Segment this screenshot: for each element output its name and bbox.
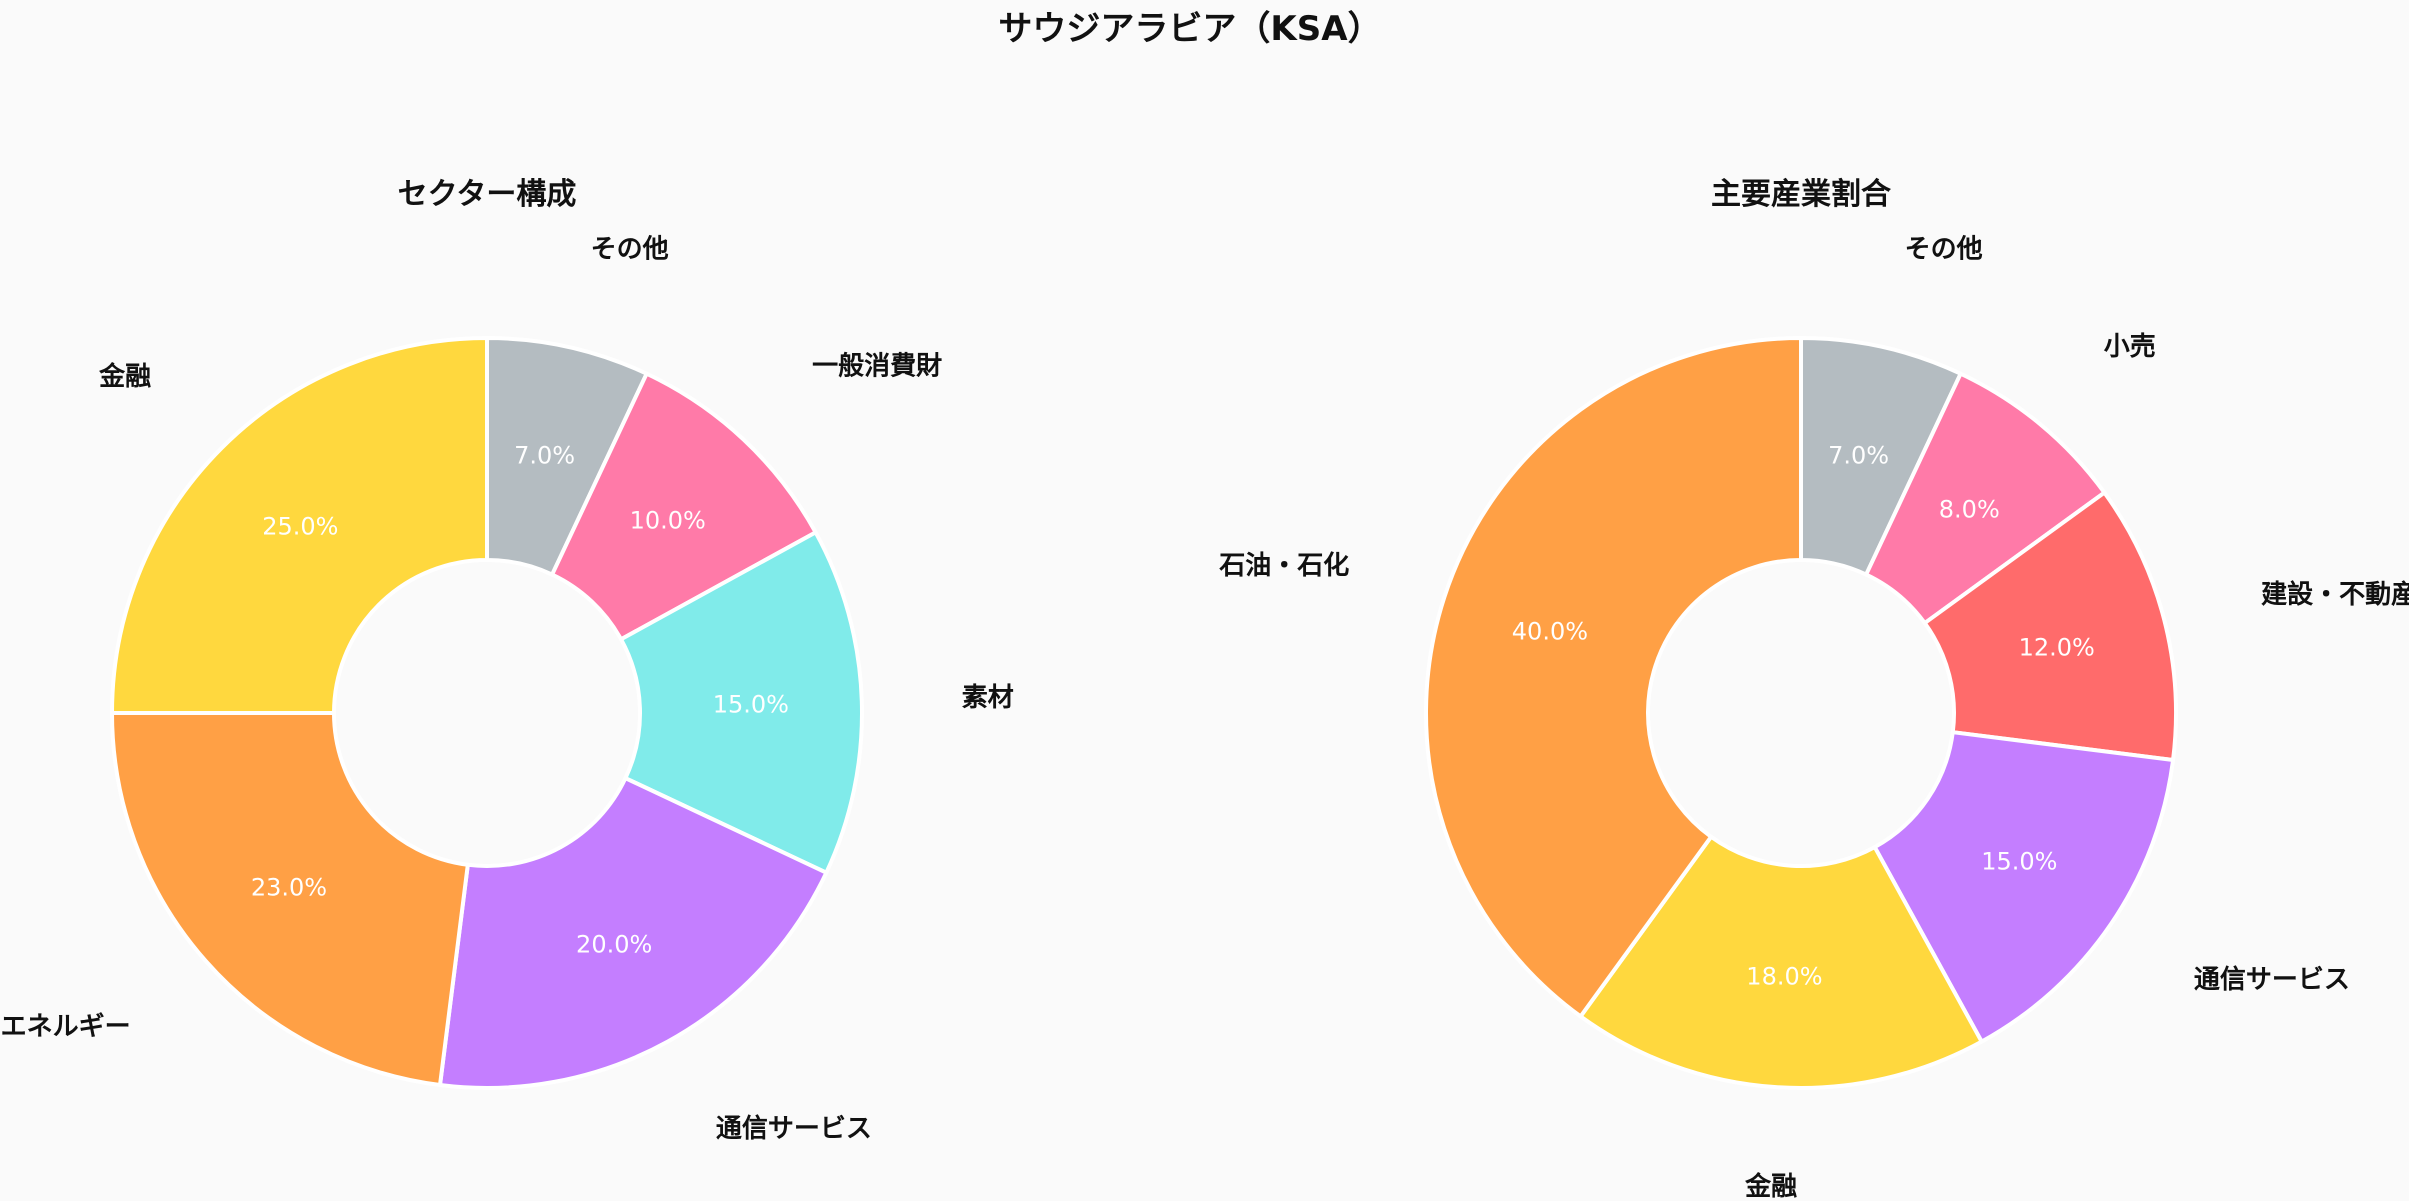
- percent-label: 7.0%: [514, 441, 575, 469]
- percent-labels: 7.0% 10.0% 15.0% 20.0% 23.0% 25.0%: [251, 441, 789, 958]
- sector-composition-donut-chart: セクター構成 7.0% 10.0% 15.0% 20.0% 23.0% 25.0% その他…: [1, 177, 1014, 1144]
- category-label: 金融: [1744, 1171, 1797, 1201]
- percent-label: 15.0%: [713, 691, 789, 719]
- percent-label: 25.0%: [262, 512, 338, 540]
- percent-label: 23.0%: [251, 874, 327, 902]
- percent-label: 15.0%: [1981, 847, 2057, 875]
- percent-label: 8.0%: [1939, 496, 2000, 524]
- category-label: その他: [591, 234, 669, 264]
- percent-label: 7.0%: [1828, 441, 1889, 469]
- slices: [110, 336, 864, 1090]
- category-label: 小売: [2104, 332, 2156, 362]
- slice-3: [619, 530, 864, 875]
- category-label: 石油・石化: [1218, 551, 1349, 581]
- category-label: エネルギー: [1, 1012, 131, 1042]
- slice-2: [550, 371, 818, 642]
- category-label: 一般消費財: [812, 352, 942, 382]
- chart-title: セクター構成: [398, 177, 577, 212]
- slice-6: [110, 336, 489, 715]
- percent-label: 20.0%: [576, 930, 652, 958]
- slice-6: [1424, 336, 1803, 1019]
- percent-label: 10.0%: [630, 507, 706, 535]
- category-label: 通信サービス: [716, 1114, 872, 1144]
- chart-title: 主要産業割合: [1711, 177, 1891, 212]
- slice-4: [1872, 730, 2176, 1044]
- percent-label: 12.0%: [2019, 633, 2095, 661]
- slices: [1424, 336, 2178, 1090]
- percent-label: 40.0%: [1512, 617, 1588, 645]
- figure-title: サウジアラビア（KSA）: [998, 9, 1381, 49]
- slice-3: [1922, 490, 2178, 762]
- slice-4: [438, 776, 829, 1090]
- percent-labels: 7.0% 8.0% 12.0% 15.0% 18.0% 40.0%: [1512, 441, 2095, 990]
- slice-5: [1578, 834, 1984, 1090]
- percent-label: 18.0%: [1746, 962, 1822, 990]
- category-label: 建設・不動産: [2261, 579, 2409, 610]
- category-label: 通信サービス: [2194, 965, 2350, 995]
- category-label: 金融: [98, 361, 151, 392]
- category-label: 素材: [962, 683, 1014, 713]
- major-industry-share-donut-chart: 主要産業割合 7.0% 8.0% 12.0% 15.0% 18.0% 40.0% その他小…: [1218, 177, 2409, 1201]
- category-label: その他: [1905, 234, 1983, 264]
- slice-5: [110, 711, 470, 1088]
